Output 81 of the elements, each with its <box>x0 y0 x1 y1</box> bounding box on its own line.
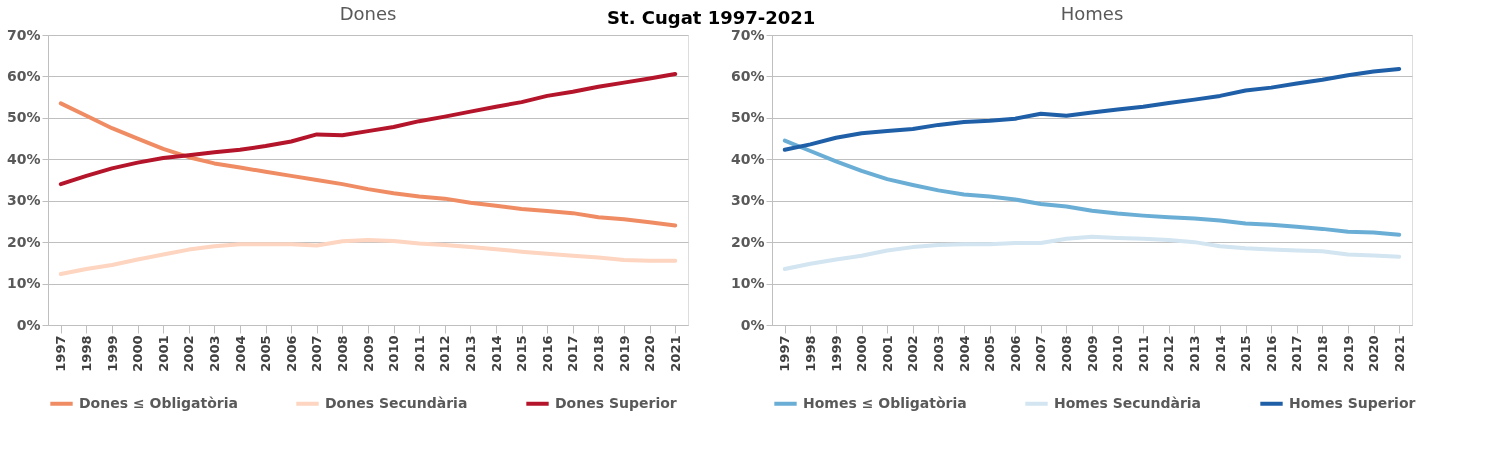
y-tick-label: 0% <box>16 316 41 333</box>
x-tick-label: 2015 <box>514 335 530 372</box>
legend-label: Homes ≤ Obligatòria <box>803 394 967 411</box>
legend-label: Dones Superior <box>555 394 677 411</box>
x-tick-label: 2021 <box>1391 335 1407 372</box>
x-tick-label: 2008 <box>1058 335 1074 372</box>
x-tick-label: 1999 <box>104 335 120 372</box>
x-tick-label: 2013 <box>462 335 478 372</box>
y-tick-label: 60% <box>6 67 41 84</box>
x-tick-label: 2011 <box>1135 335 1151 372</box>
x-tick-label: 2020 <box>642 335 658 372</box>
x-tick-label: 1999 <box>828 335 844 372</box>
chart-title: Dones <box>339 3 397 24</box>
x-tick-label: 2002 <box>181 335 197 372</box>
y-tick-label: 10% <box>730 275 765 292</box>
x-tick-label: 2017 <box>565 335 581 372</box>
x-tick-label: 2000 <box>130 335 146 372</box>
x-tick-label: 1998 <box>78 335 94 372</box>
y-tick-label: 70% <box>730 26 765 43</box>
y-tick-label: 50% <box>730 109 765 126</box>
x-tick-label: 2015 <box>1238 335 1254 372</box>
x-tick-label: 2006 <box>283 335 299 372</box>
y-tick-label: 70% <box>6 26 41 43</box>
line-series <box>58 71 678 187</box>
x-tick-label: 2001 <box>879 335 895 372</box>
x-tick-label: 2014 <box>1212 335 1228 372</box>
legend-label: Dones ≤ Obligatòria <box>79 394 238 411</box>
x-tick-label: 2003 <box>206 335 222 372</box>
text: St. Cugat 1997-2021 <box>607 6 816 28</box>
x-tick-label: 2003 <box>930 335 946 372</box>
y-tick-label: 10% <box>6 275 41 292</box>
x-tick-label: 2019 <box>1340 335 1356 372</box>
y-tick-label: 60% <box>730 67 765 84</box>
x-tick-label: 2008 <box>334 335 350 372</box>
x-tick-label: 1997 <box>777 335 793 372</box>
x-tick-label: 2012 <box>437 335 453 372</box>
x-tick-label: 2012 <box>1161 335 1177 372</box>
y-tick-label: 20% <box>730 233 765 250</box>
x-tick-label: 2004 <box>232 335 248 372</box>
x-tick-label: 2009 <box>360 335 376 372</box>
x-tick-label: 2009 <box>1084 335 1100 372</box>
x-tick-label: 2017 <box>1289 335 1305 372</box>
x-tick-label: 2000 <box>854 335 870 372</box>
x-tick-label: 2005 <box>258 335 274 372</box>
x-tick-label: 2010 <box>386 335 402 372</box>
y-tick-label: 40% <box>6 150 41 167</box>
x-tick-label: 2006 <box>1007 335 1023 372</box>
x-tick-label: 2021 <box>667 335 683 372</box>
line-series <box>58 101 678 228</box>
x-tick-label: 2014 <box>488 335 504 372</box>
chart-title: Homes <box>1060 3 1124 24</box>
y-tick-label: 40% <box>730 150 765 167</box>
x-tick-label: 2016 <box>539 335 555 372</box>
legend-label: Homes Secundària <box>1054 394 1202 411</box>
y-tick-label: 30% <box>6 192 41 209</box>
x-tick-label: 2007 <box>1033 335 1049 372</box>
x-tick-label: 2005 <box>982 335 998 372</box>
x-tick-label: 2013 <box>1186 335 1202 372</box>
line-series <box>782 66 1402 152</box>
x-tick-label: 2020 <box>1366 335 1382 372</box>
legend-label: Dones Secundària <box>325 394 468 411</box>
x-tick-label: 2016 <box>1263 335 1279 372</box>
legend-label: Homes Superior <box>1289 394 1416 411</box>
x-tick-label: 2019 <box>616 335 632 372</box>
y-tick-label: 50% <box>6 109 41 126</box>
line-series <box>58 238 678 277</box>
x-tick-label: 1997 <box>53 335 69 372</box>
x-tick-label: 2018 <box>1314 335 1330 372</box>
y-tick-label: 0% <box>740 316 765 333</box>
x-tick-label: 2002 <box>905 335 921 372</box>
y-tick-label: 20% <box>6 233 41 250</box>
x-tick-label: 2011 <box>411 335 427 372</box>
x-tick-label: 1998 <box>802 335 818 372</box>
x-tick-label: 2004 <box>956 335 972 372</box>
line-series <box>782 138 1402 237</box>
x-tick-label: 2010 <box>1110 335 1126 372</box>
x-tick-label: 2001 <box>155 335 171 372</box>
x-tick-label: 2007 <box>309 335 325 372</box>
line-series <box>782 234 1402 272</box>
x-tick-label: 2018 <box>590 335 606 372</box>
y-tick-label: 30% <box>730 192 765 209</box>
